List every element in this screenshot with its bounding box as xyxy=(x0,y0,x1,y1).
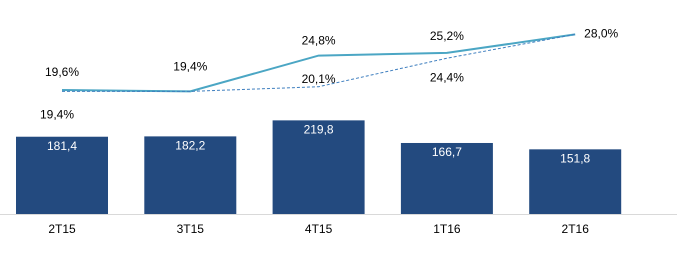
bar xyxy=(272,120,365,214)
line-label: 19,4% xyxy=(173,60,207,74)
bar xyxy=(144,136,237,214)
x-tick-label: 1T16 xyxy=(433,222,461,236)
bar-label: 182,2 xyxy=(175,139,205,153)
x-tick-label: 2T16 xyxy=(562,222,590,236)
bar-label: 151,8 xyxy=(560,152,590,166)
bar-label: 181,4 xyxy=(47,139,77,153)
bar-label: 166,7 xyxy=(432,145,462,159)
line-label: 19,4% xyxy=(40,108,74,122)
x-tick-label: 3T15 xyxy=(177,222,205,236)
x-tick-label: 4T15 xyxy=(305,222,333,236)
line-label: 28,0% xyxy=(584,27,618,41)
bar-label: 219,8 xyxy=(304,123,334,137)
bar xyxy=(529,149,622,214)
bar xyxy=(16,136,108,214)
line-label: 19,6% xyxy=(45,65,79,79)
line-label: 25,2% xyxy=(430,29,464,43)
bar xyxy=(400,142,493,214)
line-label: 24,4% xyxy=(430,70,464,84)
x-tick-label: 2T15 xyxy=(48,222,76,236)
line-label: 24,8% xyxy=(302,34,336,48)
line xyxy=(62,33,576,92)
line-label: 20,1% xyxy=(302,72,336,86)
